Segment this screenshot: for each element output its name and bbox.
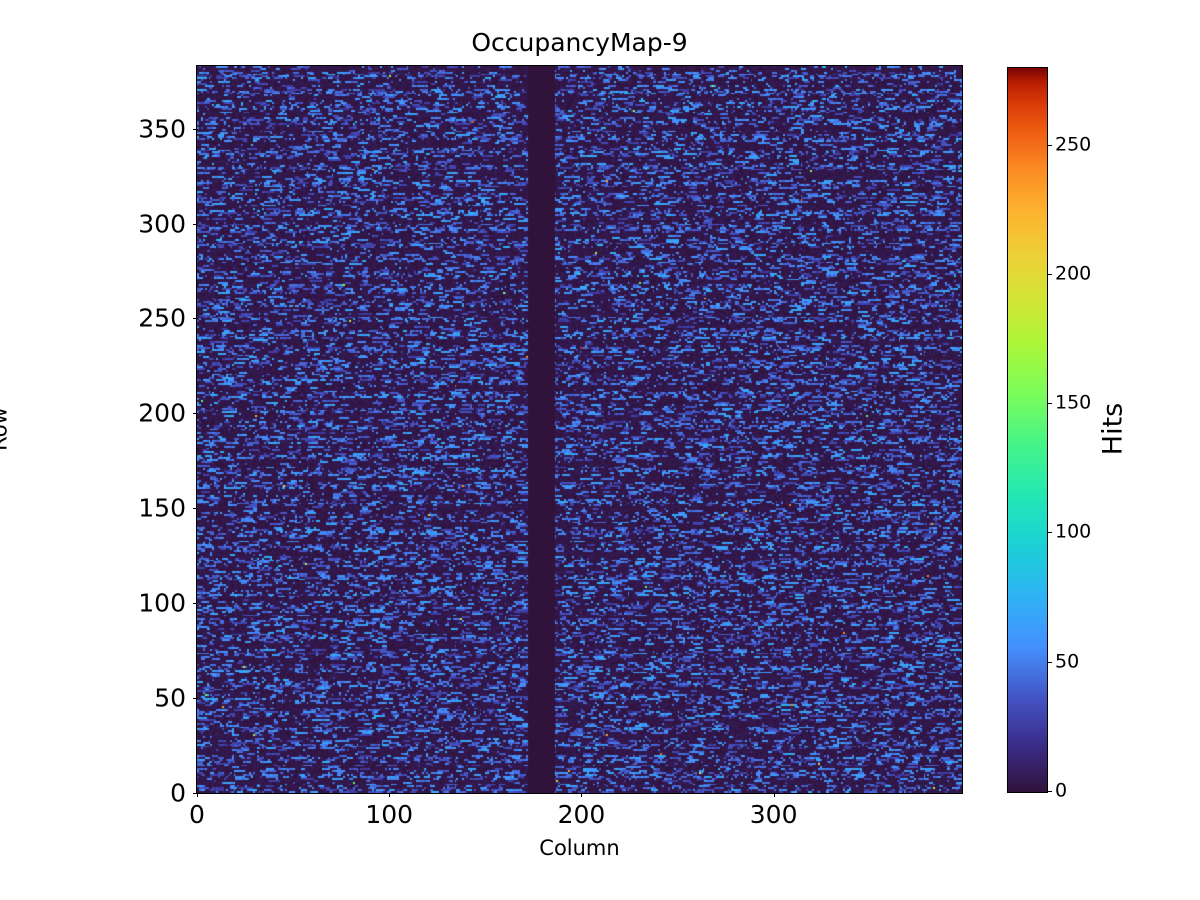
heatmap-plot-area[interactable] xyxy=(197,66,962,793)
colorbar-tick-label: 50 xyxy=(1055,650,1080,673)
y-tick-label: 250 xyxy=(138,303,186,333)
x-tick-label: 200 xyxy=(557,800,606,829)
y-tick-label: 100 xyxy=(138,588,186,618)
heatmap-image xyxy=(197,66,962,793)
y-tick-label: 200 xyxy=(138,398,186,428)
y-axis-label: Row xyxy=(0,407,12,451)
x-tick xyxy=(389,793,391,797)
y-tick xyxy=(193,603,197,605)
colorbar-tick-label: 100 xyxy=(1055,520,1092,543)
y-tick xyxy=(193,793,197,794)
colorbar-tick-label: 0 xyxy=(1055,779,1068,802)
y-tick-label: 150 xyxy=(138,493,186,523)
y-tick xyxy=(193,223,197,225)
y-tick xyxy=(193,413,197,415)
colorbar-tick xyxy=(1047,661,1052,663)
colorbar-label: Hits xyxy=(1097,402,1129,456)
colorbar-tick-label: 200 xyxy=(1055,262,1092,285)
x-tick-label: 100 xyxy=(365,800,414,829)
x-tick xyxy=(197,793,198,797)
colorbar-tick xyxy=(1047,791,1052,792)
y-tick xyxy=(193,318,197,320)
y-tick-label: 350 xyxy=(138,114,186,144)
y-tick xyxy=(193,698,197,700)
colorbar-tick xyxy=(1047,403,1052,405)
x-tick-label: 300 xyxy=(749,800,798,829)
colorbar-tick xyxy=(1047,144,1052,146)
y-tick-label: 0 xyxy=(170,778,186,808)
colorbar-tick-label: 250 xyxy=(1055,133,1092,156)
x-axis-label: Column xyxy=(539,836,620,860)
x-tick-label: 0 xyxy=(189,800,205,829)
y-tick xyxy=(193,508,197,510)
colorbar-tick xyxy=(1047,532,1052,534)
x-tick xyxy=(773,793,775,797)
page-title: OccupancyMap-9 xyxy=(471,28,688,57)
x-tick xyxy=(581,793,583,797)
colorbar-gradient xyxy=(1008,68,1047,792)
y-tick-label: 50 xyxy=(154,683,186,713)
y-tick xyxy=(193,128,197,130)
y-tick-label: 300 xyxy=(138,209,186,239)
colorbar-tick xyxy=(1047,273,1052,275)
colorbar-tick-label: 150 xyxy=(1055,391,1092,414)
colorbar[interactable] xyxy=(1007,67,1048,793)
